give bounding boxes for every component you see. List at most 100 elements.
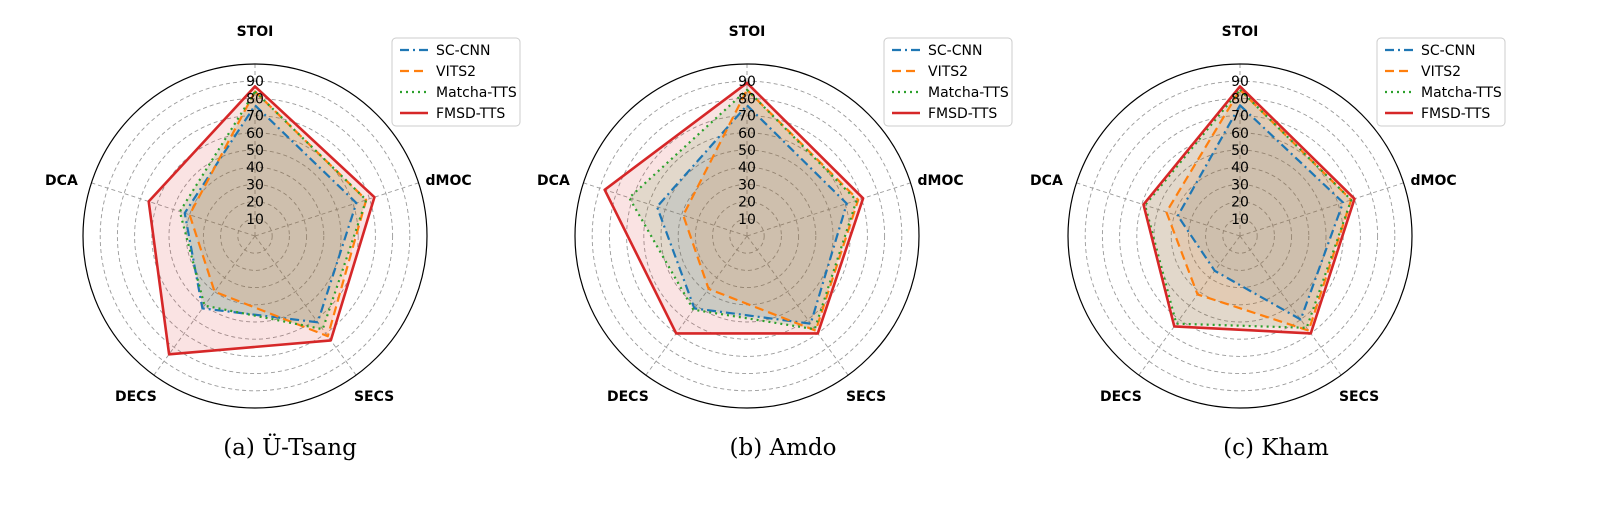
series-line-fmsd-tts (1142, 85, 1356, 335)
r-tick-label: 10 (246, 212, 264, 228)
spoke-dca (91, 182, 256, 237)
outer-circle (82, 63, 428, 409)
r-tick-label: 90 (1231, 74, 1249, 90)
spoke-secs (1239, 235, 1342, 376)
r-tick-label: 90 (738, 74, 756, 90)
grid-circle (712, 201, 782, 271)
legend-box (1376, 37, 1506, 127)
axis-label-stoi: STOI (237, 24, 274, 40)
series-fill-matcha-tts (629, 89, 857, 330)
spoke-dmoc (254, 182, 419, 237)
grid-circle (1170, 166, 1310, 306)
series-line-vits2 (1165, 88, 1353, 332)
series-line-sc-cnn (1176, 104, 1345, 321)
r-tick-label: 80 (738, 91, 756, 107)
caption-u-tsang: (a) Ü-Tsang (223, 434, 357, 461)
grid-circle (185, 166, 325, 306)
outer-circle (1067, 63, 1413, 409)
r-tick-label: 60 (246, 126, 264, 142)
r-tick-label: 90 (246, 74, 264, 90)
grid-circle (660, 149, 834, 323)
axis-label-stoi: STOI (1222, 24, 1259, 40)
outer-circle (574, 63, 920, 409)
r-tick-label: 40 (738, 160, 756, 176)
r-tick-label: 80 (246, 91, 264, 107)
spoke-dca (1076, 182, 1241, 237)
r-tick-label: 40 (246, 160, 264, 176)
grid-circle (1187, 183, 1293, 289)
r-tick-label: 50 (738, 143, 756, 159)
spoke-decs (153, 235, 256, 376)
legend-box (883, 37, 1013, 127)
legend-label-fmsd-tts: FMSD-TTS (928, 106, 997, 122)
r-tick-label: 30 (738, 177, 756, 193)
legend-label-sc-cnn: SC-CNN (1421, 43, 1475, 59)
r-tick-label: 70 (246, 109, 264, 125)
series-line-vits2 (188, 90, 368, 338)
legend-box (391, 37, 521, 127)
series-fill-vits2 (189, 91, 367, 337)
series-fill-vits2 (683, 89, 859, 331)
caption-amdo: (b) Amdo (730, 435, 837, 461)
grid-circle (1205, 201, 1275, 271)
grid-circle (168, 149, 342, 323)
r-tick-label: 40 (1231, 160, 1249, 176)
legend-label-vits2: VITS2 (928, 64, 968, 80)
spoke-decs (645, 235, 748, 376)
r-tick-label: 80 (1231, 91, 1249, 107)
legend-label-matcha-tts: Matcha-TTS (436, 85, 517, 101)
spoke-secs (746, 235, 849, 376)
spoke-dmoc (746, 182, 911, 237)
grid-circle (116, 97, 394, 375)
spoke-decs (1138, 235, 1241, 376)
axis-label-secs: SECS (1339, 389, 1379, 405)
r-tick-label: 60 (738, 126, 756, 142)
spoke-dca (583, 182, 748, 237)
legend-label-matcha-tts: Matcha-TTS (1421, 85, 1502, 101)
caption-kham: (c) Kham (1223, 435, 1329, 461)
axis-label-dmoc: dMOC (918, 173, 964, 189)
r-tick-label: 20 (246, 195, 264, 211)
r-tick-label: 70 (1231, 109, 1249, 125)
spoke-secs (254, 235, 357, 376)
legend-label-sc-cnn: SC-CNN (928, 43, 982, 59)
r-tick-label: 30 (246, 177, 264, 193)
legend: SC-CNN VITS2 Matcha-TTS FMSD-TTS (1376, 37, 1506, 127)
legend-label-matcha-tts: Matcha-TTS (928, 85, 1009, 101)
legend: SC-CNN VITS2 Matcha-TTS FMSD-TTS (391, 37, 521, 127)
r-tick-label: 70 (738, 109, 756, 125)
legend-label-fmsd-tts: FMSD-TTS (1421, 106, 1490, 122)
axis-label-dmoc: dMOC (426, 173, 472, 189)
series-line-fmsd-tts (603, 81, 865, 335)
series-fill-sc-cnn (1177, 105, 1344, 320)
legend-label-vits2: VITS2 (436, 64, 476, 80)
r-tick-label: 10 (738, 212, 756, 228)
series-fill-sc-cnn (184, 105, 357, 323)
legend-label-fmsd-tts: FMSD-TTS (436, 106, 505, 122)
r-tick-label: 60 (1231, 126, 1249, 142)
r-tick-label: 20 (738, 195, 756, 211)
grid-circle (202, 183, 308, 289)
grid-circle (1101, 97, 1379, 375)
series-fill-vits2 (1166, 89, 1352, 331)
axis-label-dmoc: dMOC (1411, 173, 1457, 189)
grid-circle (151, 132, 359, 340)
series-fill-fmsd-tts (604, 82, 864, 334)
grid-circle (694, 183, 800, 289)
r-tick-label: 20 (1231, 195, 1249, 211)
axis-label-stoi: STOI (729, 24, 766, 40)
series-fill-sc-cnn (657, 105, 847, 324)
legend-label-vits2: VITS2 (1421, 64, 1461, 80)
legend: SC-CNN VITS2 Matcha-TTS FMSD-TTS (883, 37, 1013, 127)
axis-label-dca: DCA (45, 173, 78, 189)
spoke-dmoc (1239, 182, 1404, 237)
r-tick-label: 50 (246, 143, 264, 159)
series-line-vits2 (682, 88, 860, 332)
axis-label-decs: DECS (115, 389, 157, 405)
axis-label-decs: DECS (1100, 389, 1142, 405)
grid-circle (220, 201, 290, 271)
